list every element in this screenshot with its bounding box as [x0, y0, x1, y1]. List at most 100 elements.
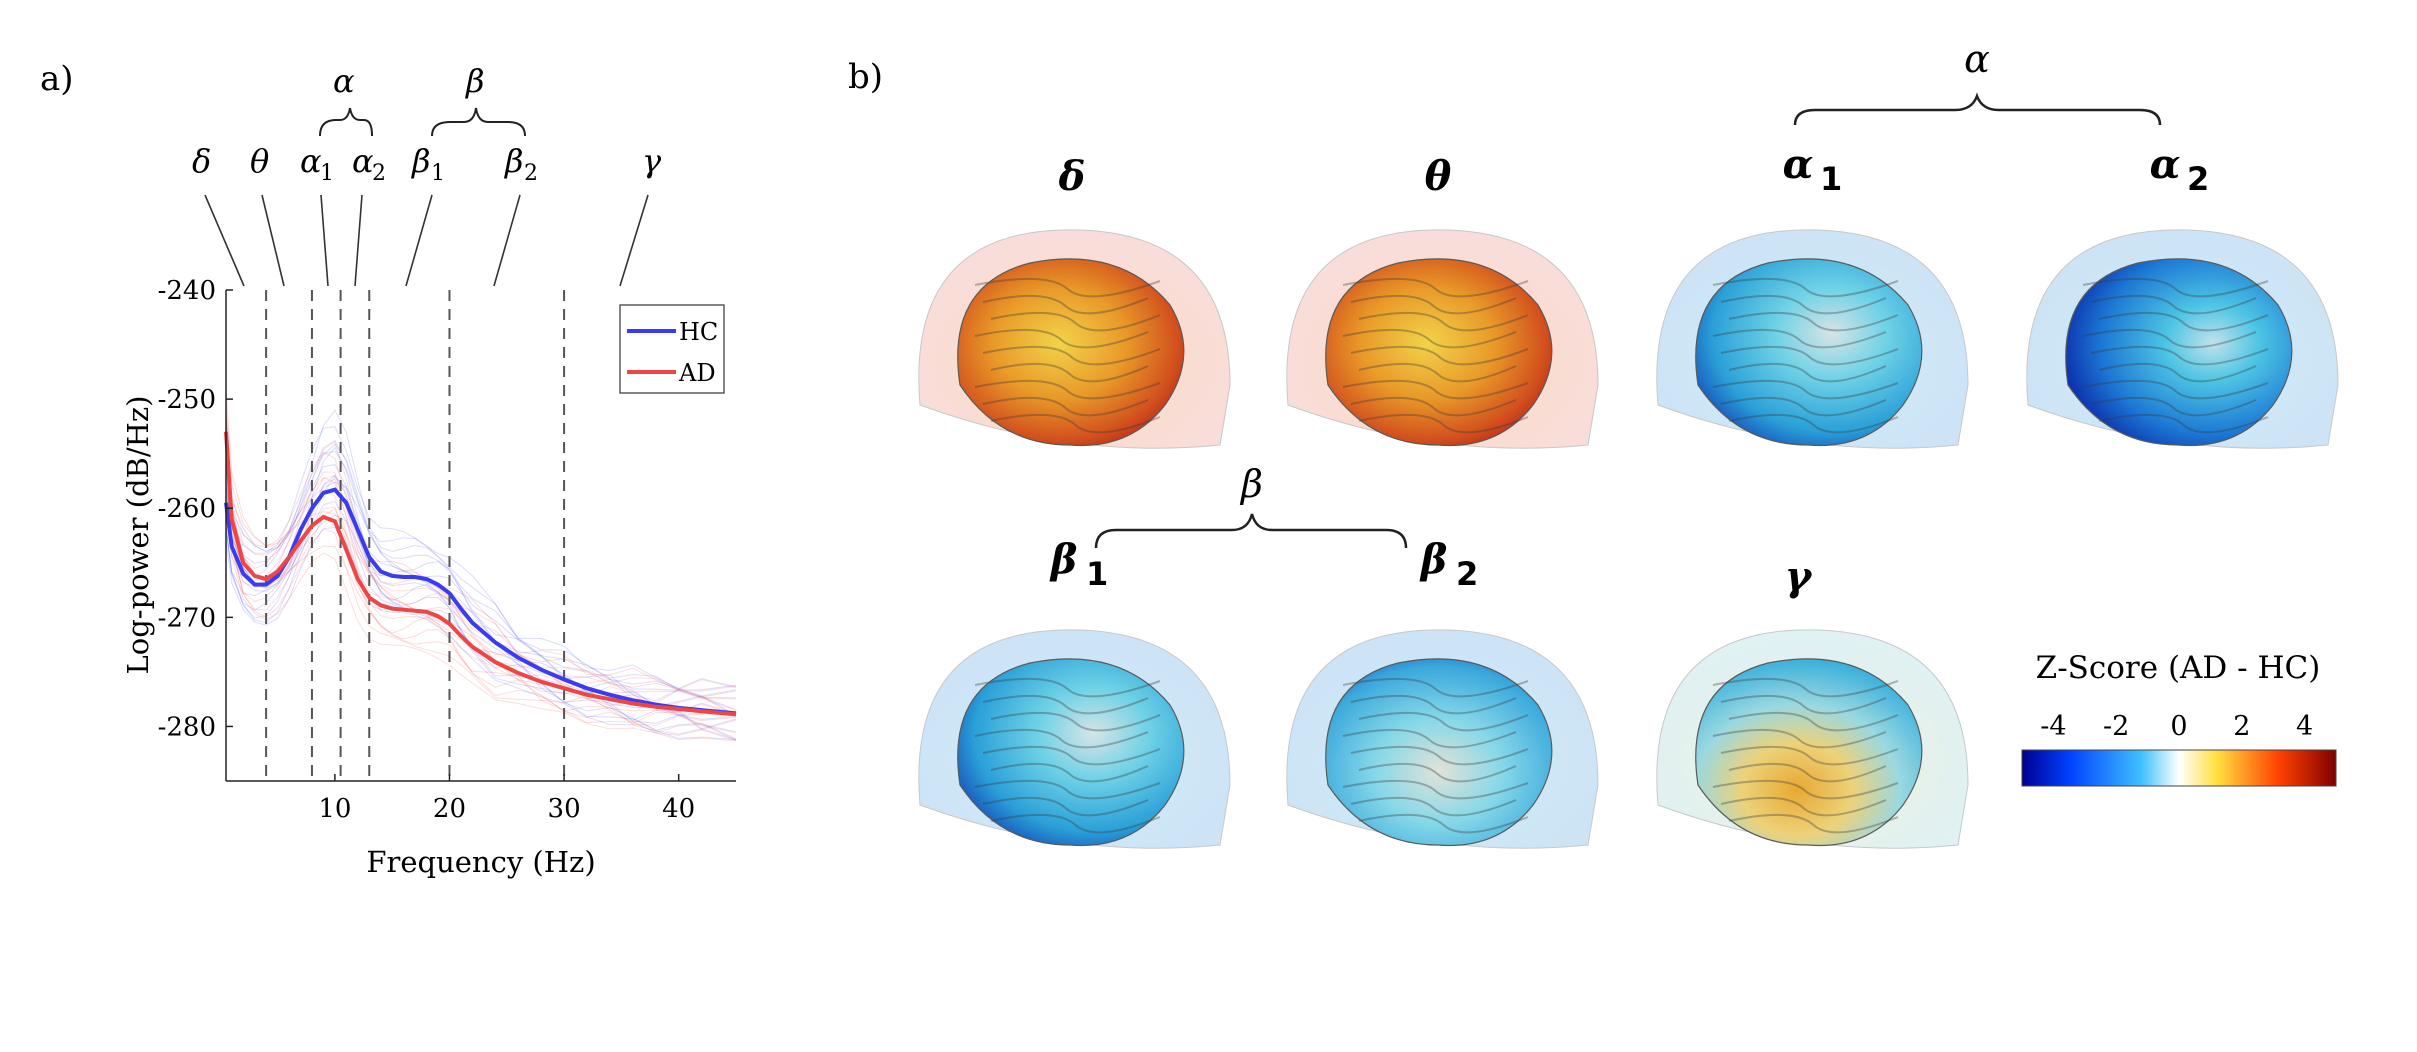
- brain-map-band-subscript: 1: [1086, 555, 1108, 593]
- band-label-theta: θ: [250, 142, 269, 180]
- band-label-alpha1: α 1: [300, 142, 334, 186]
- brain-gyrus: [974, 677, 1161, 698]
- x-axis-label: Frequency (Hz): [366, 845, 595, 879]
- band-label-alpha2-sub: 2: [372, 161, 386, 186]
- brain-gyrus: [990, 413, 1161, 434]
- brain-gyrus: [2090, 396, 2257, 417]
- y-tick-label: -280: [158, 712, 216, 742]
- brain-gyrus: [1728, 813, 1899, 834]
- brain-map-band-label: θ: [1425, 153, 1452, 200]
- brain-cortex: [957, 258, 1185, 447]
- legend-label-ad: AD: [678, 359, 716, 387]
- colorbar-tick-label: -4: [2040, 711, 2066, 742]
- brain-gyrus: [1358, 762, 1517, 783]
- y-tick-label: -260: [158, 494, 216, 524]
- group-alpha-brace: [1793, 92, 2162, 126]
- subject-trace-hc: [225, 409, 737, 697]
- subject-trace-ad: [225, 454, 737, 741]
- x-tick-label: 20: [433, 794, 466, 824]
- band-label-beta1-sub: 1: [431, 161, 445, 186]
- band-label-beta1: β 1: [411, 142, 445, 186]
- subject-trace-ad: [225, 413, 737, 700]
- brain-gyrus: [974, 328, 1149, 349]
- brain-map: δ: [918, 153, 1231, 449]
- colorbar-gradient: [2021, 749, 2337, 787]
- band-leader-lines: [204, 194, 649, 287]
- band-label-delta: δ: [192, 142, 211, 180]
- band-label-beta2: β 2: [504, 142, 538, 186]
- brain-map-band-label: α: [2150, 141, 2181, 188]
- brain-gyrus: [1720, 796, 1887, 817]
- brain-map-band-label: β: [1049, 536, 1078, 583]
- colorbar-title: Z-Score (AD - HC): [2036, 650, 2321, 686]
- colorbar-tick-label: -2: [2103, 711, 2129, 742]
- brain-gyrus: [1712, 277, 1899, 298]
- brain-map-band-label: β: [1419, 536, 1448, 583]
- brain-gyrus: [1712, 328, 1887, 349]
- band-label-beta2-sub: 2: [524, 161, 538, 186]
- brain-gyrus: [1358, 711, 1529, 732]
- legend-box: [619, 304, 725, 394]
- brain-cortex: [1695, 258, 1923, 447]
- brain-gyrus: [1720, 396, 1887, 417]
- panel-a-label: a): [40, 59, 74, 99]
- brain-gyrus: [2082, 379, 2269, 400]
- brain-gyrus: [1358, 413, 1529, 434]
- subject-trace-hc: [225, 439, 737, 716]
- band-boundary-lines: [265, 290, 566, 781]
- brain-gyrus: [1712, 779, 1899, 800]
- band-label-alpha1-symbol: α: [300, 142, 322, 180]
- y-tick-label: -240: [158, 276, 216, 306]
- brain-gyrus: [1350, 396, 1517, 417]
- brain-gyrus: [2082, 277, 2269, 298]
- brain-gyrus: [2082, 328, 2257, 349]
- brain-map-band-label: δ: [1058, 153, 1086, 200]
- brain-map-band-subscript: 2: [1456, 555, 1478, 593]
- subject-trace-ad: [225, 455, 737, 734]
- subject-trace-ad: [225, 409, 737, 698]
- brain-gyrus: [974, 379, 1161, 400]
- brain-gyrus: [1712, 379, 1899, 400]
- brain-gyrus: [1720, 694, 1887, 715]
- brain-gyrus: [974, 779, 1161, 800]
- brain-map: θ: [1286, 153, 1599, 449]
- subject-trace-ad: [225, 456, 737, 731]
- brain-gyrus: [1728, 762, 1887, 783]
- brain-gyrus: [1358, 311, 1529, 332]
- brain-gyrus: [1720, 745, 1899, 766]
- leader-alpha1: [320, 194, 329, 287]
- brain-gyrus: [990, 762, 1149, 783]
- leader-alpha2: [354, 194, 363, 287]
- brain-gyrus: [990, 813, 1161, 834]
- brain-gyrus: [982, 796, 1149, 817]
- y-axis-label: Log-power (dB/Hz): [121, 395, 155, 674]
- brain-gyrus: [1342, 779, 1529, 800]
- band-label-alpha2: α 2: [352, 142, 386, 186]
- group-beta-brace: [1094, 513, 1408, 549]
- legend-label-hc: HC: [679, 318, 718, 346]
- brain-map: γ: [1656, 553, 1969, 849]
- brain-cortex: [1325, 658, 1553, 847]
- group-alpha-label: α: [1964, 37, 1990, 81]
- brain-gyrus: [982, 294, 1149, 315]
- brain-gyrus: [2098, 311, 2269, 332]
- band-label-beta1-symbol: β: [411, 142, 431, 180]
- subject-traces: [225, 386, 737, 742]
- brain-gyrus: [1350, 345, 1529, 366]
- subject-trace-ad: [225, 443, 737, 722]
- brain-gyrus: [1712, 728, 1887, 749]
- leader-theta: [261, 194, 285, 287]
- subject-trace-ad: [225, 386, 737, 691]
- brain-gyrus: [1712, 677, 1899, 698]
- band-labels: δ θ α 1 α 2 β 1 β 2 γ α β: [192, 62, 662, 186]
- group-beta-label: β: [1239, 462, 1263, 506]
- brain-gyrus: [1720, 294, 1887, 315]
- colorbar-tick-label: 2: [2233, 711, 2250, 742]
- band-group-alpha-label: α: [333, 62, 355, 100]
- subject-trace-ad: [225, 417, 737, 712]
- brain-gyrus: [2090, 345, 2269, 366]
- colorbar: Z-Score (AD - HC) -4 -2 0 2 4: [2021, 650, 2337, 787]
- brain-gyrus: [2098, 413, 2269, 434]
